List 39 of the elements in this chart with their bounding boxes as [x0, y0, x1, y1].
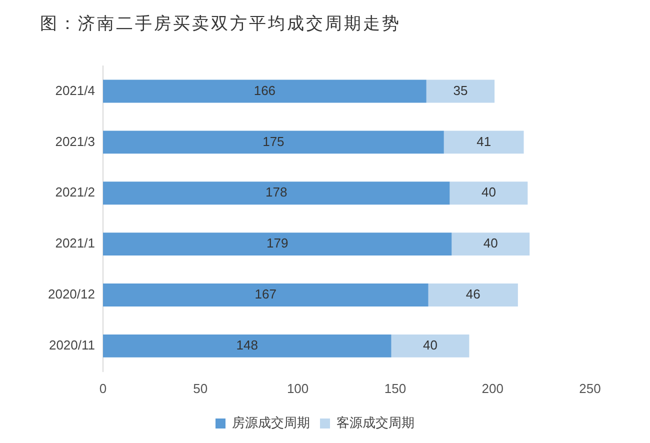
data-label: 175 [262, 134, 284, 149]
y-tick-label: 2021/3 [55, 134, 95, 149]
bar [102, 182, 450, 205]
x-tick-label: 250 [579, 380, 601, 396]
data-label: 40 [483, 236, 498, 251]
legend-label: 客源成交周期 [336, 414, 414, 431]
bar [426, 80, 495, 103]
legend-label: 房源成交周期 [232, 414, 310, 431]
data-label: 178 [266, 184, 288, 200]
chart-title: 图：济南二手房买卖双方平均成交周期走势 [40, 13, 401, 35]
bar [102, 232, 452, 256]
bar [102, 334, 392, 358]
x-tick-label: 200 [482, 380, 504, 396]
y-tick-label: 2020/12 [48, 286, 95, 302]
y-tick-label: 2021/1 [55, 236, 95, 251]
y-tick-label: 2020/11 [48, 338, 95, 353]
bar [391, 334, 470, 358]
y-tick-label: 2021/2 [55, 184, 95, 200]
data-label: 166 [254, 82, 276, 98]
x-tick-label: 150 [384, 380, 406, 396]
bar [444, 130, 524, 154]
data-label: 46 [466, 286, 480, 302]
bar [102, 130, 444, 154]
data-label: 35 [453, 82, 468, 98]
bar [450, 182, 528, 205]
x-tick-label: 100 [286, 380, 309, 396]
bar [428, 284, 518, 306]
x-tick-label: 50 [193, 380, 208, 396]
data-label: 167 [254, 286, 277, 302]
data-label: 40 [423, 338, 438, 353]
bar [102, 284, 428, 306]
data-label: 40 [481, 184, 496, 200]
data-label: 179 [266, 236, 288, 251]
x-tick-label: 0 [99, 380, 107, 396]
data-label: 148 [236, 338, 258, 353]
y-tick-label: 2021/4 [55, 82, 95, 98]
bar [452, 232, 530, 256]
data-label: 41 [476, 134, 492, 149]
bar [102, 80, 426, 103]
